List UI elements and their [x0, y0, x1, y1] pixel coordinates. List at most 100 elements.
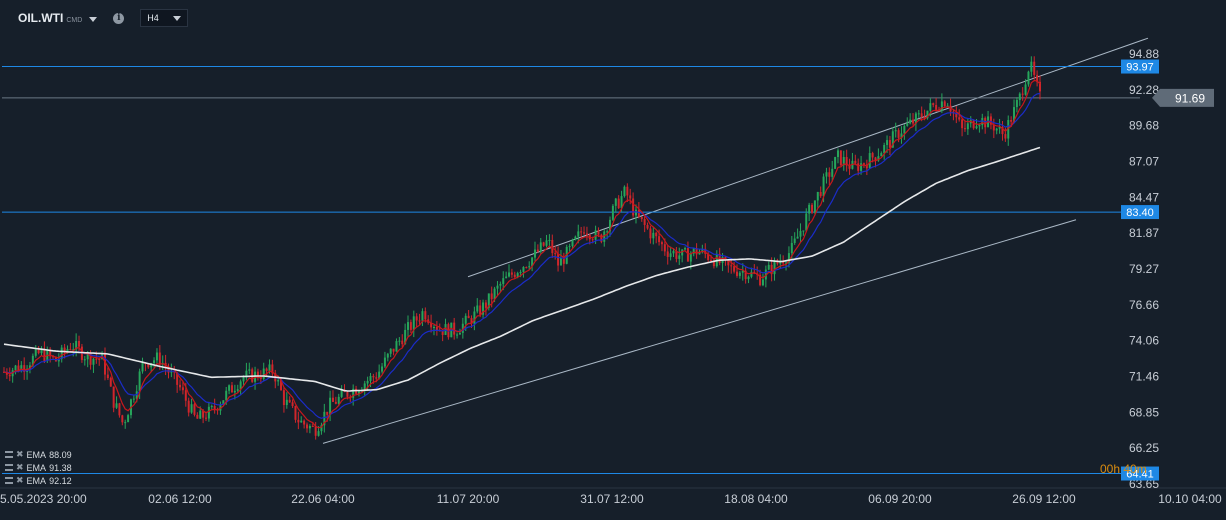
- close-icon[interactable]: ✖: [16, 475, 24, 485]
- candle: [735, 264, 738, 278]
- candle: [623, 185, 626, 198]
- candle: [796, 228, 799, 239]
- candle: [92, 357, 95, 373]
- candle: [649, 226, 652, 244]
- candle: [536, 244, 539, 253]
- candle: [98, 357, 101, 366]
- legend-item-ema-mid: ✖ EMA 91.38: [5, 461, 72, 474]
- candle: [727, 259, 730, 273]
- candle: [297, 411, 300, 430]
- candle: [580, 226, 583, 239]
- candle: [816, 191, 819, 208]
- candle: [308, 424, 311, 434]
- candle: [329, 390, 332, 422]
- candle: [418, 313, 421, 326]
- candle: [637, 202, 640, 219]
- candle: [629, 188, 632, 205]
- candle: [256, 368, 259, 381]
- candle: [551, 234, 554, 258]
- menu-icon[interactable]: [5, 464, 13, 471]
- candle: [906, 117, 909, 127]
- candle: [643, 216, 646, 233]
- info-icon[interactable]: i: [113, 12, 125, 24]
- symbol-selector[interactable]: OIL.WTI CMD: [18, 11, 98, 25]
- legend-value: 88.09: [49, 449, 72, 460]
- candle: [435, 321, 438, 336]
- candle: [984, 116, 987, 134]
- candle: [932, 102, 935, 108]
- candle: [943, 100, 946, 108]
- candle: [179, 379, 182, 391]
- level-price-label: 83.40: [1121, 205, 1159, 220]
- candle: [1024, 79, 1027, 96]
- ema-fast-line[interactable]: [3, 79, 1041, 429]
- candle: [1004, 127, 1007, 142]
- candle: [660, 240, 663, 252]
- candle: [424, 307, 427, 323]
- candle: [666, 244, 669, 265]
- legend-value: 92.12: [49, 475, 72, 486]
- candle: [1001, 121, 1004, 141]
- candle: [282, 387, 285, 413]
- y-tick-label: 81.87: [1129, 226, 1159, 240]
- candle: [233, 384, 236, 400]
- x-tick-label: 02.06 12:00: [148, 492, 212, 506]
- chevron-down-icon[interactable]: [89, 17, 98, 22]
- x-tick-label: 11.07 20:00: [437, 492, 500, 506]
- candle: [672, 248, 675, 258]
- candle: [609, 216, 612, 237]
- candle: [1027, 70, 1030, 87]
- candle: [617, 195, 620, 210]
- candle: [525, 266, 528, 269]
- candle: [611, 204, 614, 222]
- y-tick-label: 87.07: [1129, 155, 1159, 169]
- channel-line-lower[interactable]: [322, 219, 1077, 444]
- menu-icon[interactable]: [5, 477, 13, 484]
- candle: [124, 419, 127, 429]
- candle: [684, 246, 687, 251]
- candle: [337, 393, 340, 407]
- candle: [404, 323, 407, 345]
- candle: [554, 245, 557, 260]
- close-icon[interactable]: ✖: [16, 462, 24, 472]
- candle: [678, 247, 681, 265]
- candle: [236, 384, 239, 394]
- candle: [320, 422, 323, 435]
- candle: [115, 396, 118, 409]
- x-tick-label: 22.06 04:00: [291, 492, 355, 506]
- candle: [793, 232, 796, 245]
- candle: [632, 192, 635, 218]
- level-price-label: 64.41: [1121, 466, 1159, 481]
- bar-countdown: 00h 40m: [1100, 462, 1147, 476]
- y-tick-label: 71.46: [1129, 369, 1159, 383]
- candle: [531, 256, 534, 272]
- candle: [626, 183, 629, 203]
- menu-icon[interactable]: [5, 451, 13, 458]
- candle: [1036, 70, 1039, 87]
- legend-item-ema-fast: ✖ EMA 92.12: [5, 474, 72, 487]
- ema-slow-line[interactable]: [3, 146, 1041, 392]
- candle: [153, 357, 156, 368]
- candle: [181, 380, 184, 395]
- candle: [291, 399, 294, 409]
- candle: [505, 271, 508, 279]
- candle: [894, 122, 897, 138]
- candle: [271, 359, 274, 378]
- candle: [508, 264, 511, 278]
- candle: [562, 252, 565, 272]
- current-price-label: 91.69: [1152, 88, 1214, 107]
- timeframe-label: H4: [147, 13, 159, 23]
- candle: [386, 352, 389, 362]
- close-icon[interactable]: ✖: [16, 449, 24, 459]
- candle: [141, 357, 144, 374]
- candle: [121, 414, 124, 426]
- timeframe-select[interactable]: H4: [140, 9, 188, 27]
- x-tick-label: 26.09 12:00: [1012, 492, 1076, 506]
- candle: [811, 202, 814, 214]
- candle: [363, 380, 366, 397]
- candle: [323, 403, 326, 433]
- candle: [744, 267, 747, 284]
- indicator-legend: ✖ EMA 88.09 ✖ EMA 91.38 ✖ EMA 92.12: [5, 448, 72, 487]
